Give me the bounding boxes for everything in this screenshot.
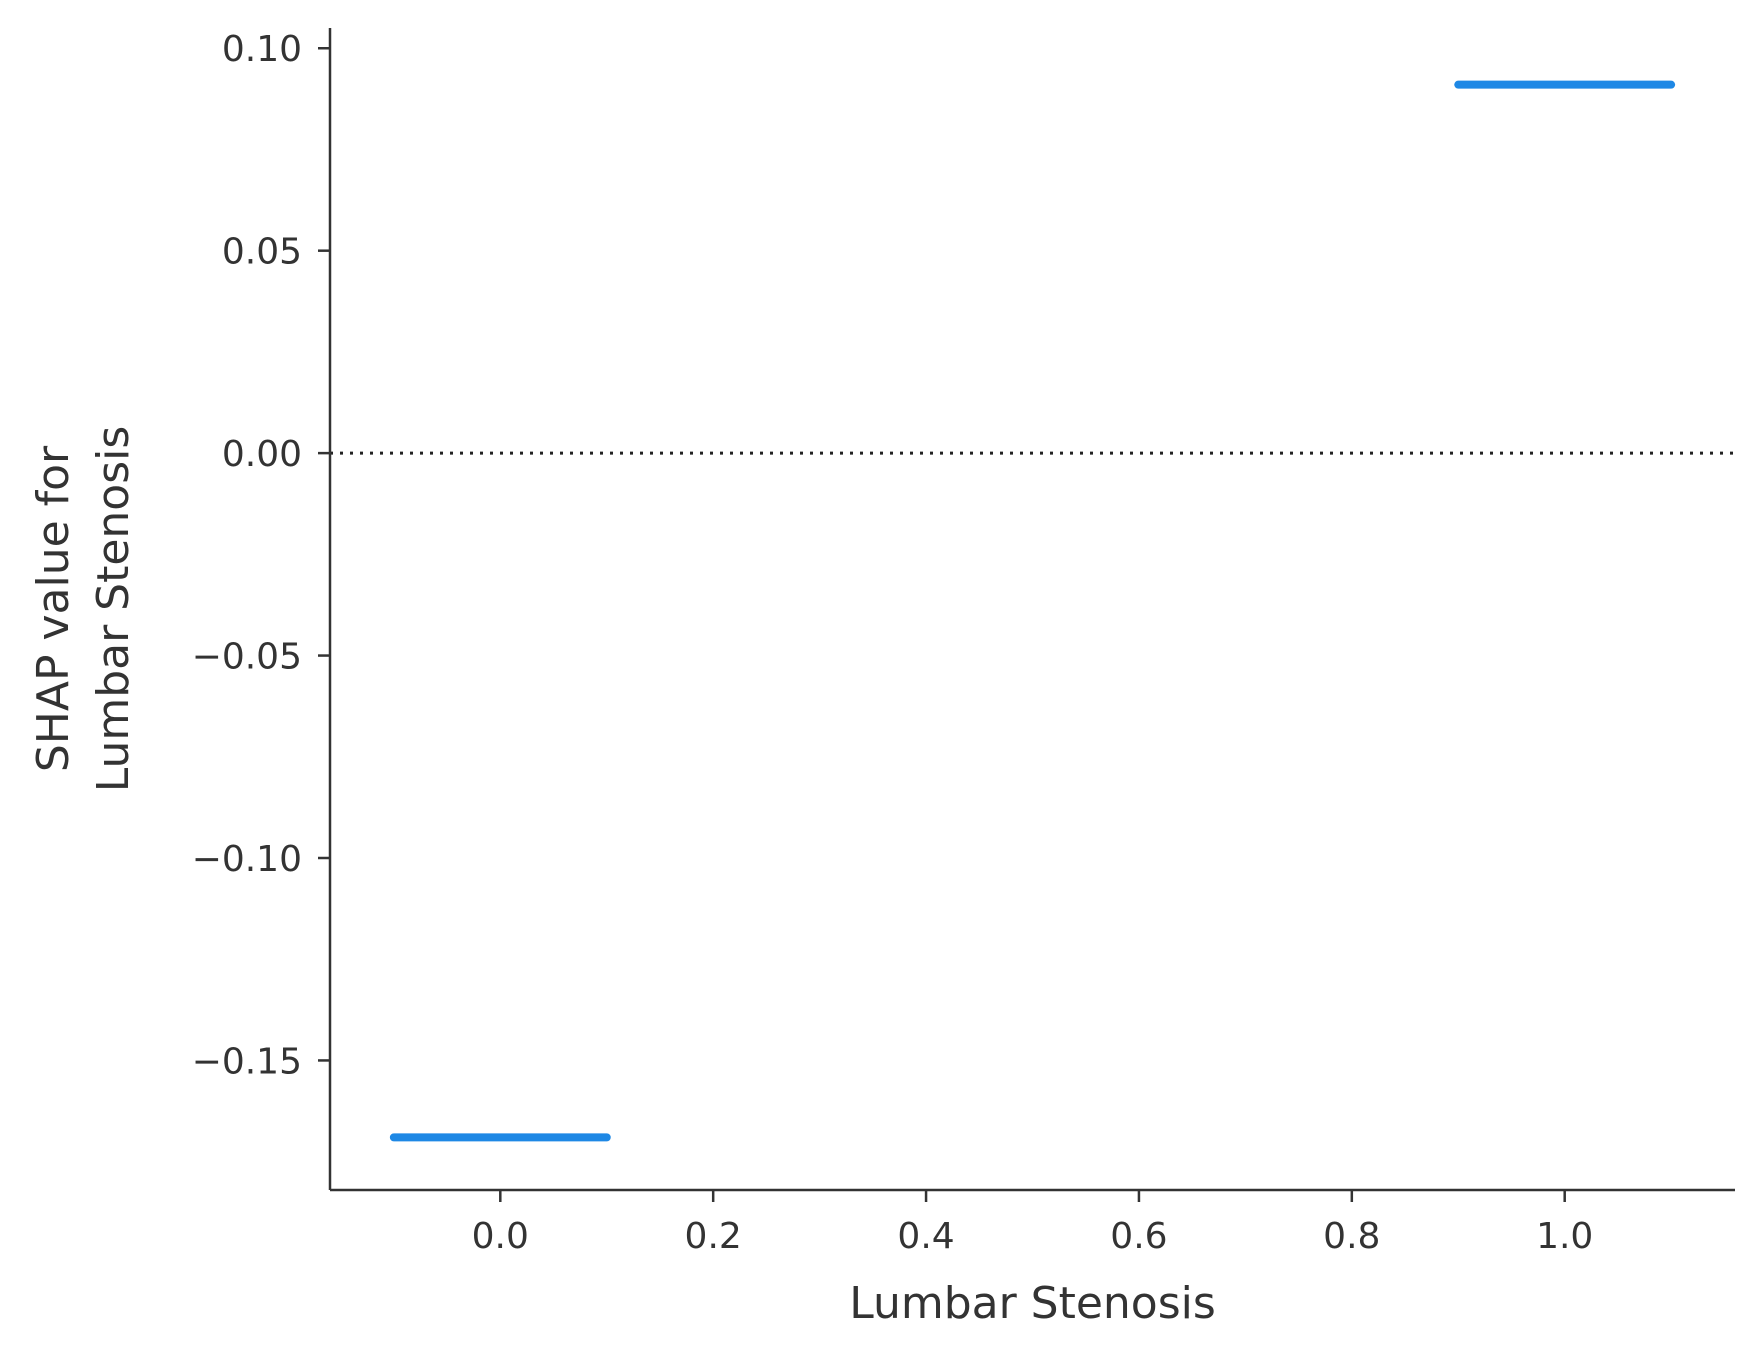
y-axis-ticks: 0.10 0.05 0.00 −0.05 −0.10 −0.15 bbox=[192, 29, 330, 1082]
y-tick-label: 0.10 bbox=[222, 29, 302, 70]
x-tick-label: 0.4 bbox=[897, 1216, 954, 1257]
x-tick-label: 1.0 bbox=[1536, 1216, 1593, 1257]
x-tick-label: 0.0 bbox=[472, 1216, 529, 1257]
data-segments bbox=[389, 80, 1676, 1142]
y-tick-label: −0.10 bbox=[192, 839, 302, 880]
y-tick-label: 0.00 bbox=[222, 434, 302, 475]
x-tick-label: 0.6 bbox=[1110, 1216, 1167, 1257]
y-tick-label: 0.05 bbox=[222, 232, 302, 273]
y-tick-label: −0.15 bbox=[192, 1041, 302, 1082]
x-tick-label: 0.8 bbox=[1323, 1216, 1380, 1257]
x-tick-label: 0.2 bbox=[685, 1216, 742, 1257]
y-tick-label: −0.05 bbox=[192, 637, 302, 678]
y-axis-title-line-1: SHAP value for bbox=[28, 445, 79, 772]
x-axis-title: Lumbar Stenosis bbox=[849, 1278, 1216, 1329]
x-axis-ticks: 0.0 0.2 0.4 0.6 0.8 1.0 bbox=[472, 1190, 1593, 1257]
y-axis-title-line-2: Lumbar Stenosis bbox=[88, 426, 139, 793]
